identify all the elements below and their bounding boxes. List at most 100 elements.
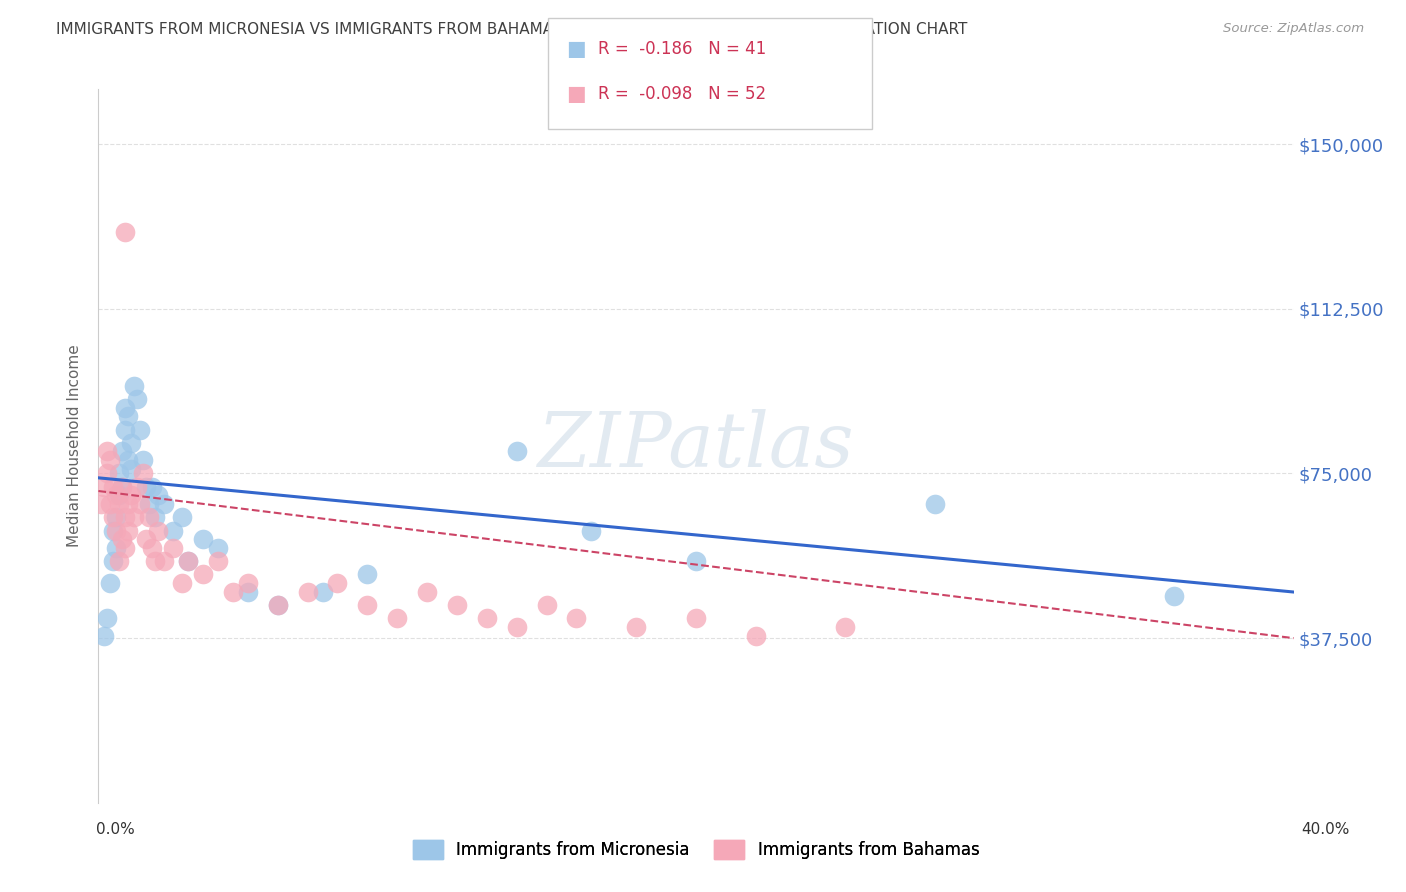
- Point: [114, 401, 136, 415]
- Point: [506, 444, 529, 458]
- Point: [565, 611, 588, 625]
- Point: [93, 480, 115, 494]
- Point: [98, 576, 122, 591]
- Point: [120, 435, 142, 450]
- Point: [103, 554, 125, 568]
- Point: [132, 453, 155, 467]
- Point: [162, 541, 184, 555]
- Point: [111, 480, 134, 494]
- Point: [124, 510, 146, 524]
- Point: [127, 480, 149, 494]
- Point: [177, 554, 200, 568]
- Point: [685, 611, 707, 625]
- Point: [117, 409, 139, 424]
- Point: [103, 524, 125, 538]
- Point: [108, 488, 131, 502]
- Point: [416, 585, 439, 599]
- Point: [114, 423, 136, 437]
- Point: [536, 598, 558, 612]
- Point: [127, 392, 149, 406]
- Legend: Immigrants from Micronesia, Immigrants from Bahamas: Immigrants from Micronesia, Immigrants f…: [406, 834, 986, 866]
- Point: [191, 533, 214, 547]
- Point: [222, 585, 245, 599]
- Point: [446, 598, 468, 612]
- Point: [103, 510, 125, 524]
- Point: [120, 462, 142, 476]
- Point: [98, 453, 122, 467]
- Point: [103, 480, 125, 494]
- Point: [267, 598, 290, 612]
- Point: [153, 497, 176, 511]
- Point: [297, 585, 319, 599]
- Point: [124, 378, 146, 392]
- Point: [120, 488, 142, 502]
- Point: [129, 423, 152, 437]
- Point: [148, 488, 170, 502]
- Point: [311, 585, 333, 599]
- Point: [90, 497, 112, 511]
- Point: [177, 554, 200, 568]
- Point: [745, 629, 768, 643]
- Point: [96, 611, 118, 625]
- Point: [138, 510, 160, 524]
- Text: IMMIGRANTS FROM MICRONESIA VS IMMIGRANTS FROM BAHAMAS MEDIAN HOUSEHOLD INCOME CO: IMMIGRANTS FROM MICRONESIA VS IMMIGRANTS…: [56, 22, 967, 37]
- Point: [236, 576, 259, 591]
- Point: [135, 533, 157, 547]
- Point: [162, 524, 184, 538]
- Point: [356, 598, 378, 612]
- Text: ■: ■: [567, 84, 586, 103]
- Point: [172, 510, 194, 524]
- Text: Source: ZipAtlas.com: Source: ZipAtlas.com: [1223, 22, 1364, 36]
- Point: [96, 467, 118, 481]
- Point: [96, 444, 118, 458]
- Point: [114, 541, 136, 555]
- Point: [385, 611, 409, 625]
- Point: [153, 554, 176, 568]
- Point: [207, 554, 229, 568]
- Point: [105, 510, 128, 524]
- Point: [356, 567, 378, 582]
- Point: [141, 541, 163, 555]
- Point: [475, 611, 498, 625]
- Text: R =  -0.186   N = 41: R = -0.186 N = 41: [598, 40, 766, 58]
- Point: [191, 567, 214, 582]
- Point: [685, 554, 707, 568]
- Point: [148, 524, 170, 538]
- Point: [326, 576, 349, 591]
- Point: [93, 629, 115, 643]
- Point: [114, 225, 136, 239]
- Point: [117, 524, 139, 538]
- Point: [105, 541, 128, 555]
- Point: [236, 585, 259, 599]
- Point: [1163, 590, 1185, 604]
- Point: [172, 576, 194, 591]
- Text: R =  -0.098   N = 52: R = -0.098 N = 52: [598, 85, 766, 103]
- Text: ■: ■: [567, 39, 586, 59]
- Point: [834, 620, 856, 634]
- Point: [581, 524, 603, 538]
- Point: [105, 488, 128, 502]
- Point: [207, 541, 229, 555]
- Point: [143, 554, 166, 568]
- Point: [108, 497, 131, 511]
- Point: [105, 524, 128, 538]
- Point: [129, 497, 152, 511]
- Point: [506, 620, 529, 634]
- Y-axis label: Median Household Income: Median Household Income: [67, 344, 83, 548]
- Point: [114, 510, 136, 524]
- Point: [132, 467, 155, 481]
- Point: [267, 598, 290, 612]
- Point: [108, 554, 131, 568]
- Text: 0.0%: 0.0%: [96, 822, 135, 837]
- Point: [111, 480, 134, 494]
- Point: [108, 467, 131, 481]
- Text: ZIPatlas: ZIPatlas: [537, 409, 855, 483]
- Point: [143, 510, 166, 524]
- Point: [111, 533, 134, 547]
- Point: [135, 480, 157, 494]
- Point: [626, 620, 648, 634]
- Point: [98, 497, 122, 511]
- Point: [117, 453, 139, 467]
- Point: [117, 497, 139, 511]
- Point: [111, 444, 134, 458]
